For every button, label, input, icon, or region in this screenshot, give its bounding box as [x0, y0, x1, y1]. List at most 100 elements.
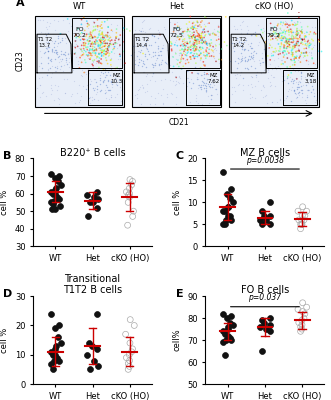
Point — [203, 80, 208, 86]
Point — [279, 32, 284, 39]
Point — [297, 53, 303, 60]
Point — [138, 40, 143, 47]
Point — [201, 30, 206, 36]
Point — [70, 63, 75, 69]
Point — [39, 64, 44, 71]
Point — [59, 35, 65, 42]
Point — [281, 60, 286, 67]
Point — [288, 87, 293, 94]
Point — [193, 92, 199, 98]
Point — [206, 50, 212, 57]
Point — [95, 196, 100, 202]
Point — [145, 45, 150, 52]
Point — [295, 42, 300, 49]
Point — [245, 66, 251, 73]
Point — [196, 82, 201, 88]
Point — [46, 66, 51, 72]
Point — [195, 18, 200, 24]
Point — [87, 56, 93, 62]
Point — [125, 222, 130, 228]
Point — [238, 50, 244, 56]
Point — [114, 26, 119, 32]
Point — [93, 41, 98, 47]
Point — [290, 36, 295, 42]
Point — [201, 49, 206, 56]
Point — [290, 36, 295, 42]
Point — [105, 52, 111, 59]
Point — [250, 31, 255, 38]
Point — [96, 26, 102, 33]
Point — [90, 61, 95, 68]
Point — [176, 63, 181, 70]
Point — [141, 42, 146, 49]
Point — [294, 53, 300, 60]
Point — [141, 61, 147, 67]
Point — [308, 52, 313, 58]
Point — [295, 18, 300, 24]
Point — [54, 50, 59, 56]
Point — [311, 42, 317, 48]
Point — [56, 322, 61, 329]
Point — [299, 87, 305, 93]
Point — [279, 22, 285, 28]
Point — [192, 24, 197, 30]
Point — [271, 48, 276, 55]
Point — [306, 80, 311, 86]
Point — [106, 24, 111, 30]
Point — [83, 36, 88, 42]
Point — [105, 48, 110, 54]
Point — [158, 60, 164, 67]
Point — [141, 27, 146, 34]
Point — [147, 25, 153, 32]
Point — [276, 51, 281, 58]
Point — [87, 38, 92, 44]
Point — [271, 30, 277, 37]
Point — [58, 62, 64, 69]
Point — [289, 78, 294, 84]
Point — [302, 36, 307, 42]
Point — [298, 19, 303, 25]
Point — [127, 185, 132, 192]
Point — [151, 33, 157, 40]
Point — [91, 357, 96, 364]
Point — [283, 30, 288, 37]
Point — [216, 60, 221, 66]
Point — [293, 29, 298, 35]
Point — [224, 190, 230, 197]
Point — [277, 96, 283, 102]
Point — [97, 77, 102, 84]
Point — [257, 60, 262, 66]
Point — [104, 72, 110, 78]
Point — [54, 65, 60, 72]
Point — [86, 21, 91, 28]
Point — [85, 46, 90, 53]
Point — [108, 34, 113, 40]
Point — [192, 64, 198, 70]
Point — [66, 51, 71, 57]
Point — [43, 44, 49, 51]
Point — [165, 46, 170, 53]
Point — [90, 41, 96, 47]
Point — [306, 57, 311, 64]
Point — [80, 83, 85, 90]
Point — [189, 24, 195, 30]
Point — [207, 20, 212, 26]
Point — [169, 46, 174, 52]
Point — [268, 20, 273, 26]
Point — [263, 92, 269, 98]
Point — [100, 34, 106, 40]
Point — [213, 86, 218, 92]
Point — [181, 50, 186, 56]
Point — [295, 31, 300, 38]
Point — [287, 86, 292, 92]
Point — [93, 39, 98, 46]
Point — [290, 84, 295, 90]
Point — [55, 63, 60, 70]
Point — [96, 45, 101, 51]
Point — [182, 42, 187, 48]
Point — [177, 36, 182, 42]
Point — [135, 87, 140, 93]
Point — [100, 32, 105, 38]
Point — [123, 331, 128, 338]
Point — [230, 44, 236, 50]
